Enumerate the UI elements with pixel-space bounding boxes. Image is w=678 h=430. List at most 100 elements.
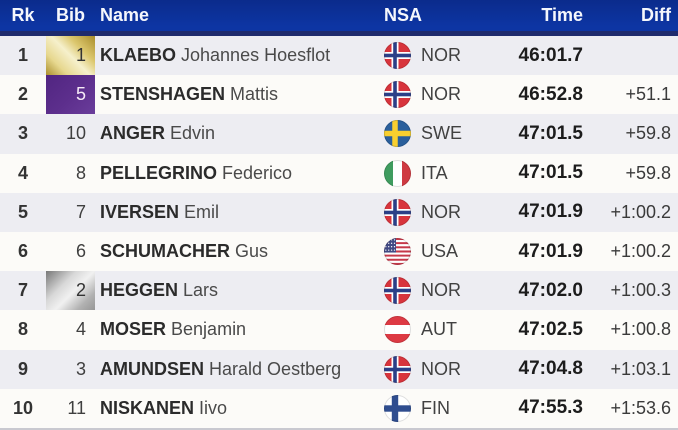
nsa-code: FIN [421,397,450,418]
swe-flag-icon [384,120,411,148]
name-cell: AMUNDSEN Harald Oestberg [95,350,380,389]
nor-flag-icon [384,198,411,226]
header-nsa: NSA [384,5,423,25]
header-bib: Bib [56,5,85,25]
bib-cell: 4 [75,319,86,340]
diff-cell: +1:03.1 [610,358,671,379]
time-cell: 47:01.5 [518,162,583,184]
result-row[interactable]: 2 5 STENSHAGEN Mattis NOR 46:52.8 +51.1 [0,75,678,115]
diff-cell: +1:00.2 [610,201,671,222]
nsa-cell: FIN [380,389,480,428]
result-row[interactable]: 8 4 MOSER Benjamin AUT 47:02.5 +1:00.8 [0,310,678,350]
name-cell: ANGER Edvin [95,114,380,153]
name-cell: PELLEGRINO Federico [95,154,380,193]
nsa-code: NOR [421,84,461,105]
athlete-first-name: Federico [222,162,293,183]
ita-flag-icon [384,159,411,187]
nsa-code: NOR [421,280,461,301]
header-diff: Diff [641,5,671,25]
time-cell: 47:01.5 [518,122,583,144]
athlete-first-name: Mattis [230,84,279,105]
nsa-code: AUT [421,319,457,340]
name-cell: NISKANEN Iivo [95,389,380,428]
bib-cell: 6 [75,241,86,262]
time-cell: 47:01.9 [518,240,583,262]
result-row[interactable]: 9 3 AMUNDSEN Harald Oestberg NOR 47:04.8… [0,349,678,389]
nsa-code: SWE [421,123,463,144]
result-row[interactable]: 1 1 KLAEBO Johannes Hoesflot NOR 46:01.7 [0,36,678,76]
athlete-first-name: Benjamin [171,319,247,340]
result-row[interactable]: 6 6 SCHUMACHER Gus USA 47:01.9 +1:00.2 [0,231,678,272]
header-rank: Rk [11,5,35,25]
athlete-first-name: Iivo [199,397,228,418]
athlete-first-name: Emil [184,201,220,222]
fin-flag-icon [384,394,411,422]
nsa-cell: NOR [380,350,480,389]
table-header: Rk Bib Name NSA Time Diff [0,0,678,36]
nsa-cell: ITA [380,154,480,193]
nsa-code: ITA [421,162,448,183]
athlete-last-name: HEGGEN [100,280,179,301]
bib-cell: 8 [75,162,86,183]
athlete-last-name: MOSER [100,319,167,340]
rank-cell: 7 [17,280,28,301]
result-row[interactable]: 7 2 HEGGEN Lars NOR 47:02.0 +1:00.3 [0,271,678,311]
diff-cell: +1:00.8 [610,319,671,340]
bib-cell: 1 [46,36,95,76]
rank-cell: 8 [17,319,28,340]
result-row[interactable]: 4 8 PELLEGRINO Federico ITA 47:01.5 +59.… [0,153,678,193]
nsa-cell: NOR [380,193,480,232]
bib-cell: 7 [75,201,86,222]
nsa-code: NOR [421,358,461,379]
header-name: Name [100,5,150,25]
bib-cell: 11 [67,397,86,418]
rank-cell: 5 [17,201,28,222]
bib-cell: 10 [65,123,86,144]
rank-cell: 6 [17,241,28,262]
bib-cell: 2 [46,271,95,311]
nsa-cell: AUT [380,310,480,349]
nsa-cell: NOR [380,271,480,310]
diff-cell: +51.1 [625,84,671,105]
time-cell: 47:02.5 [518,318,583,340]
athlete-first-name: Lars [183,280,219,301]
rank-cell: 3 [17,123,28,144]
athlete-first-name: Harald Oestberg [209,358,342,379]
athlete-first-name: Edvin [170,123,216,144]
rank-cell: 2 [17,84,28,105]
bib-cell: 3 [75,358,86,379]
nsa-code: NOR [421,45,461,66]
athlete-last-name: AMUNDSEN [100,358,205,379]
diff-cell: +59.8 [625,162,671,183]
rank-cell: 9 [17,358,28,379]
time-cell: 47:02.0 [518,279,583,301]
usa-flag-icon [384,238,411,266]
result-row[interactable]: 3 10 ANGER Edvin SWE 47:01.5 +59.8 [0,114,678,154]
result-row[interactable]: 5 7 IVERSEN Emil NOR 47:01.9 +1:00.2 [0,192,678,232]
athlete-last-name: ANGER [100,123,166,144]
nsa-cell: NOR [380,75,480,114]
athlete-last-name: STENSHAGEN [100,84,226,105]
athlete-first-name: Johannes Hoesflot [181,45,331,66]
aut-flag-icon [384,316,411,344]
time-cell: 46:01.7 [518,44,583,66]
header-time: Time [541,5,583,25]
rank-cell: 4 [17,162,28,183]
result-row[interactable]: 10 11 NISKANEN Iivo FIN 47:55.3 +1:53.6 [0,388,678,428]
athlete-last-name: IVERSEN [100,201,180,222]
nsa-code: NOR [421,201,461,222]
time-cell: 47:55.3 [518,397,583,419]
name-cell: SCHUMACHER Gus [95,232,380,271]
rank-cell: 1 [17,45,28,66]
nsa-cell: USA [380,232,480,271]
nor-flag-icon [384,42,411,70]
diff-cell: +1:00.2 [610,241,671,262]
name-cell: IVERSEN Emil [95,193,380,232]
athlete-last-name: KLAEBO [100,45,176,66]
time-cell: 47:04.8 [518,358,583,380]
diff-cell [591,36,678,75]
time-cell: 47:01.9 [518,201,583,223]
time-cell: 46:52.8 [518,83,583,105]
athlete-first-name: Gus [235,241,269,262]
